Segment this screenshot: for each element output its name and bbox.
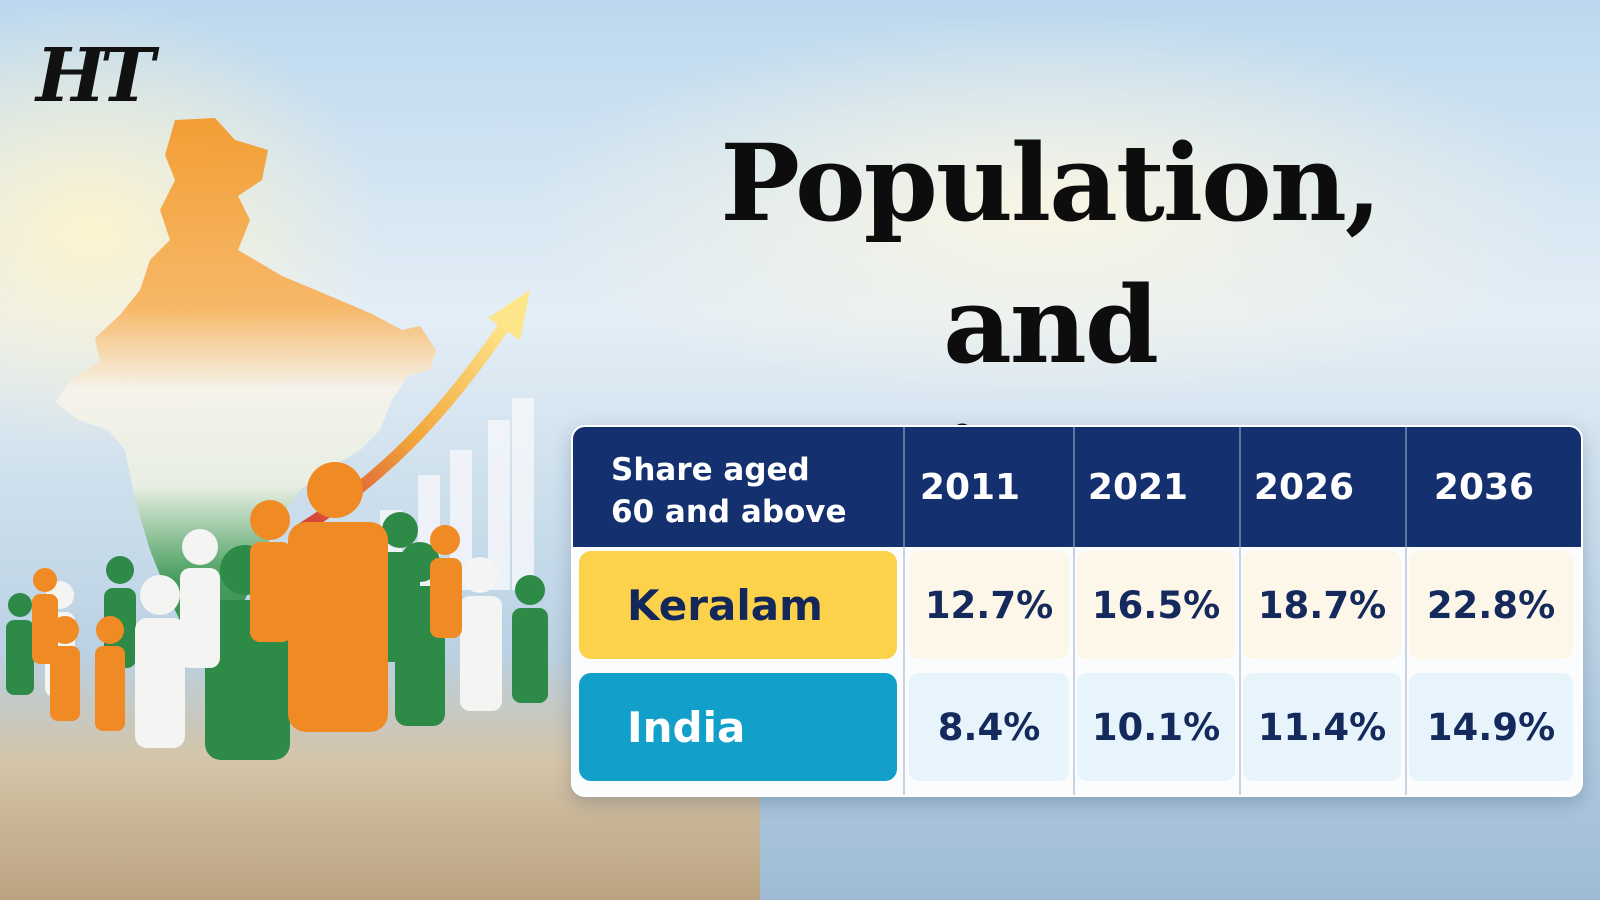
column-divider: [1073, 427, 1075, 795]
column-header-2011: 2011: [919, 466, 1021, 508]
column-divider: [1239, 427, 1241, 795]
row-label-india: India: [579, 673, 897, 781]
headline-line-1: Population,: [720, 120, 1382, 245]
column-header-2026: 2026: [1253, 466, 1355, 508]
table-cell: 8.4%: [909, 673, 1069, 781]
column-header-2021: 2021: [1087, 466, 1189, 508]
column-divider: [903, 427, 905, 795]
row-label-keralam: Keralam: [579, 551, 897, 659]
table-cell: 22.8%: [1409, 551, 1573, 659]
illustration: [6, 118, 548, 760]
table-header: Share aged 60 and above 2011 2021 2026 2…: [573, 427, 1581, 547]
table-cell: 14.9%: [1409, 673, 1573, 781]
column-header-2036: 2036: [1433, 466, 1535, 508]
ht-logo: HT: [36, 33, 155, 119]
table-cell: 12.7%: [909, 551, 1069, 659]
data-table: Share aged 60 and above 2011 2021 2026 2…: [571, 425, 1583, 797]
table-cell: 10.1%: [1077, 673, 1235, 781]
column-divider: [1405, 427, 1407, 795]
people-crowd-icon: [6, 462, 548, 760]
table-cell: 16.5%: [1077, 551, 1235, 659]
table-cell: 18.7%: [1243, 551, 1401, 659]
table-cell: 11.4%: [1243, 673, 1401, 781]
corner-label: Share aged 60 and above: [611, 452, 847, 530]
india-map-icon: [55, 118, 436, 660]
